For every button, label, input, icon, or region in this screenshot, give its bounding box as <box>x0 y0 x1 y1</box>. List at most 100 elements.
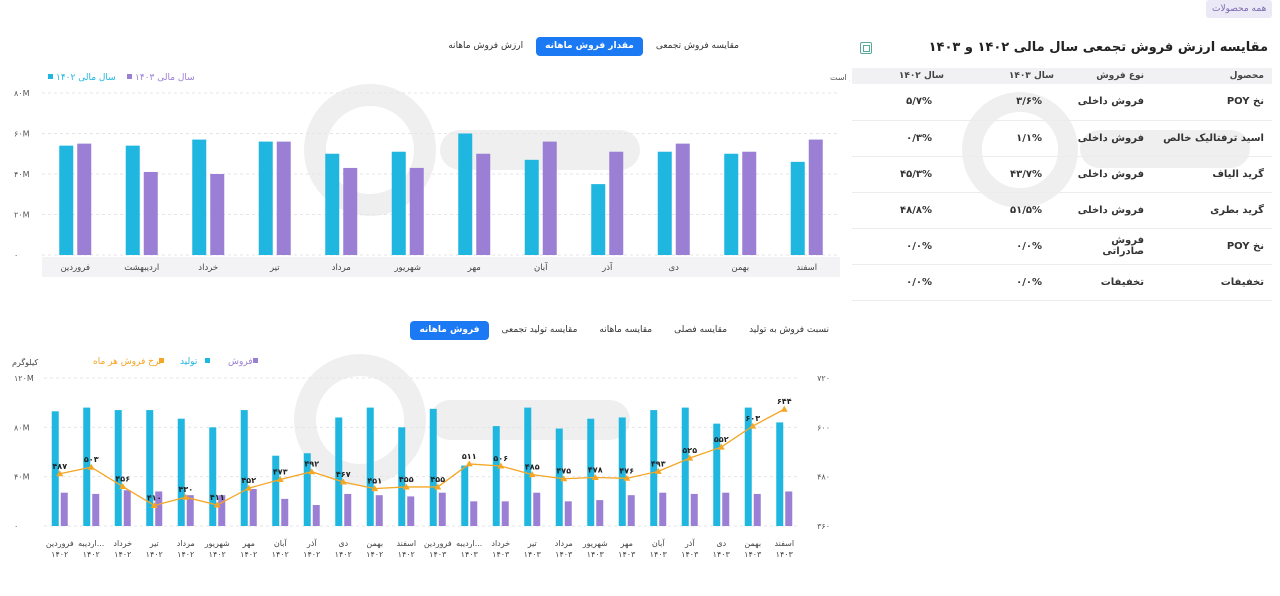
table-cell: ۰/۰% <box>952 264 1062 301</box>
bar-sales-0 <box>60 492 68 526</box>
x-tick-year: ۱۴۰۳ <box>524 550 542 559</box>
bar-sales-7 <box>281 498 289 526</box>
rate-data-label: ۴۷۸ <box>588 465 603 474</box>
tab-bottom-tabs-4[interactable]: نسبت فروش به تولید <box>749 325 829 335</box>
bar-production-16 <box>555 428 563 526</box>
bar-sales-10 <box>375 495 383 526</box>
bar-production-8 <box>303 453 311 526</box>
monthly-sales-quantity-chart: سال مالی ۱۴۰۲ سال مالی ۱۴۰۳ اعداد بر اساس … <box>14 72 850 277</box>
x-tick-year: ۱۴۰۳ <box>461 550 479 559</box>
x-tick-label: شهریور <box>204 539 230 548</box>
bar-1402-11 <box>790 161 805 255</box>
bar-production-2 <box>114 410 122 526</box>
tab-bottom-tabs-1[interactable]: مقایسه تولید تجمعی <box>501 325 578 335</box>
legend-label-rate: نرخ فروش هر ماه <box>93 357 161 367</box>
x-tick-label: اردیبه... <box>456 539 482 548</box>
legend-label-production: تولید <box>180 357 198 367</box>
rate-point-11 <box>402 483 410 490</box>
x-tick-label: اسفند <box>796 263 817 273</box>
rate-data-label: ۵۲۵ <box>682 446 697 455</box>
rate-point-13 <box>465 460 473 467</box>
y-right-tick-label: ۳۶۰ <box>817 522 830 531</box>
table-export-icon[interactable] <box>860 42 872 54</box>
rate-point-4 <box>182 493 190 500</box>
y-left-tick-label: ۰ <box>14 522 18 531</box>
legend-swatch-production <box>205 358 210 363</box>
bar-production-9 <box>335 417 343 526</box>
bar-1402-9 <box>657 151 672 255</box>
table-title: مقایسه ارزش فروش تجمعی سال مالی ۱۴۰۲ و ۱… <box>928 40 1268 55</box>
bar-1402-4 <box>325 153 340 255</box>
x-tick-label: فروردین <box>424 539 452 548</box>
rate-point-3 <box>150 501 158 508</box>
bar-production-15 <box>524 407 532 526</box>
rate-data-label: ۴۵۶ <box>115 475 130 484</box>
x-tick-label: مرداد <box>177 539 195 548</box>
x-tick-label: بهمن <box>366 539 383 548</box>
x-tick-year: ۱۴۰۲ <box>398 550 415 559</box>
x-tick-label: فروردین <box>60 263 90 273</box>
x-tick-year: ۱۴۰۳ <box>492 550 510 559</box>
bar-production-20 <box>681 407 689 526</box>
col-header: سال ۱۴۰۲ <box>852 68 952 84</box>
bar-sales-4 <box>186 495 194 526</box>
bar-production-0 <box>51 411 59 526</box>
x-tick-label: تیر <box>269 263 280 273</box>
x-tick-year: ۱۴۰۳ <box>744 550 762 559</box>
legend-swatch-1403 <box>127 74 132 79</box>
bar-sales-3 <box>155 491 163 526</box>
table-row: تخفیفات تخفیفات ۰/۰% ۰/۰% <box>852 264 1272 301</box>
rate-data-label: ۴۷۶ <box>619 466 634 475</box>
bar-sales-21 <box>722 492 730 526</box>
x-tick-label: مرداد <box>555 539 573 548</box>
rate-data-label: ۴۵۱ <box>367 477 382 486</box>
tab-bottom-tabs-2[interactable]: مقایسه ماهانه <box>599 325 653 335</box>
col-header: نوع فروش <box>1062 68 1152 84</box>
rate-data-label: ۴۱۰ <box>147 493 162 502</box>
rate-data-label: ۴۵۵ <box>399 475 414 484</box>
rate-point-18 <box>623 474 631 481</box>
all-products-button[interactable]: همه محصولات <box>1206 0 1273 18</box>
bar-1403-1 <box>143 171 158 255</box>
tab-top-tabs-2[interactable]: مقایسه فروش تجمعی <box>655 41 739 51</box>
x-tick-year: ۱۴۰۳ <box>555 550 573 559</box>
tab-top-tabs-0[interactable]: ارزش فروش ماهانه <box>448 41 524 51</box>
bar-1403-5 <box>409 167 424 255</box>
top-chart-tabs: ارزش فروش ماهانه مقدار فروش ماهانه مقایسه … <box>439 37 748 56</box>
tab-top-tabs-1[interactable]: مقدار فروش ماهانه <box>536 37 643 56</box>
x-tick-label: شهریور <box>393 263 421 273</box>
comparison-table: محصول نوع فروش سال ۱۴۰۳ سال ۱۴۰۲ نخ POY … <box>852 68 1272 301</box>
table-cell: ۵۱/۵% <box>952 192 1062 229</box>
tab-bottom-tabs-3[interactable]: مقایسه فصلی <box>674 325 728 335</box>
x-tick-label: مهر <box>242 539 255 548</box>
bar-production-11 <box>398 427 406 526</box>
rate-data-label: ۴۶۷ <box>336 470 351 479</box>
rate-data-label: ۵۱۱ <box>462 452 477 461</box>
rate-point-21 <box>717 443 725 450</box>
table-row: نخ POY فروش داخلی ۳/۶% ۵/۷% <box>852 84 1272 121</box>
bar-sales-14 <box>501 501 509 526</box>
tab-bottom-tabs-0[interactable]: فروش ماهانه <box>410 321 489 340</box>
bar-sales-17 <box>596 500 604 526</box>
bar-1402-8 <box>591 184 606 255</box>
x-tick-year: ۱۴۰۳ <box>429 550 447 559</box>
bar-production-3 <box>146 410 154 526</box>
rate-data-label: ۴۹۲ <box>304 460 319 469</box>
y-tick-label: ۲۰M <box>14 211 30 220</box>
table-cell: فروش داخلی <box>1062 192 1152 229</box>
bar-1403-6 <box>476 153 491 255</box>
rate-point-17 <box>591 473 599 480</box>
bar-1402-7 <box>524 159 539 255</box>
x-tick-year: ۱۴۰۲ <box>114 550 131 559</box>
x-tick-year: ۱۴۰۲ <box>272 550 289 559</box>
x-tick-label: بهمن <box>744 539 761 548</box>
rate-point-15 <box>528 471 536 478</box>
x-tick-label: خرداد <box>491 539 510 548</box>
bar-sales-8 <box>312 505 320 526</box>
y-left-tick-label: ۸۰M <box>14 423 30 432</box>
table-cell: ۰/۰% <box>952 228 1062 265</box>
bar-production-5 <box>209 427 217 526</box>
x-tick-label: دی <box>338 539 348 548</box>
bar-1403-4 <box>343 167 358 255</box>
x-axis-band <box>42 257 840 277</box>
